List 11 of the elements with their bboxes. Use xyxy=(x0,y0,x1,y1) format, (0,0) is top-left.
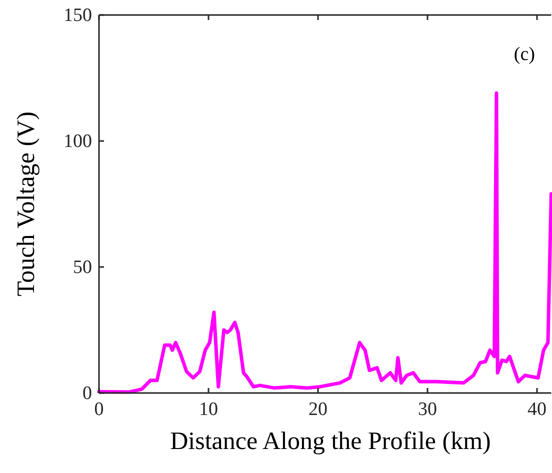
y-tick-label: 100 xyxy=(64,131,92,152)
y-axis-title: Touch Voltage (V) xyxy=(13,112,40,296)
y-tick-label: 50 xyxy=(73,257,92,278)
y-tick-label: 150 xyxy=(64,5,92,26)
x-tick-label: 30 xyxy=(418,399,437,420)
annotation: (c) xyxy=(514,44,535,65)
x-tick-label: 10 xyxy=(199,399,218,420)
y-tick-label: 0 xyxy=(82,383,92,404)
x-axis-title: Distance Along the Profile (km) xyxy=(170,428,491,455)
x-tick-label: 20 xyxy=(308,399,328,420)
x-tick-label: 40 xyxy=(528,399,546,420)
